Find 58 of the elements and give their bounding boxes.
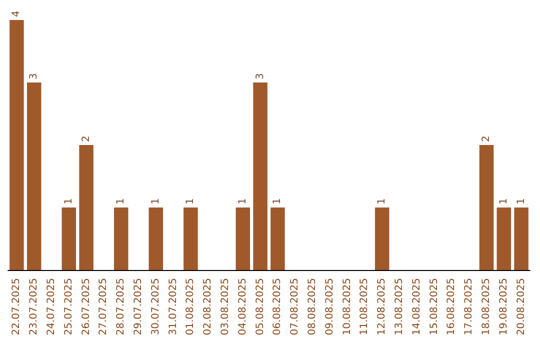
- bar: [10, 20, 24, 270]
- bar: [62, 208, 76, 270]
- x-tick-label: 01.08.2025: [185, 278, 196, 336]
- bar: [514, 208, 528, 270]
- x-tick-label: 20.08.2025: [516, 278, 527, 336]
- x-tick-label: 22.07.2025: [11, 278, 22, 336]
- bar: [374, 208, 390, 270]
- x-tick-label: 11.08.2025: [359, 278, 370, 336]
- x-tick-label: 04.08.2025: [237, 278, 248, 336]
- x-tick-label: 25.07.2025: [63, 278, 74, 336]
- data-label: 1: [116, 198, 127, 204]
- x-tick-label: 15.08.2025: [428, 278, 440, 336]
- x-tick-label: 03.08.2025: [220, 278, 231, 336]
- x-tick-label: 26.07.2025: [80, 278, 92, 336]
- x-tick-label: 12.08.2025: [376, 278, 388, 336]
- x-tick-label: 05.08.2025: [254, 278, 266, 336]
- x-tick-label: 07.08.2025: [290, 278, 301, 336]
- data-label: 4: [11, 10, 22, 17]
- data-label: 1: [150, 198, 162, 204]
- x-tick-label: 06.08.2025: [272, 278, 284, 336]
- x-tick-label: 09.08.2025: [324, 278, 336, 336]
- data-label: 2: [481, 136, 492, 142]
- bar: [114, 208, 128, 270]
- x-tick-label: 02.08.2025: [202, 278, 214, 336]
- x-tick-label: 31.07.2025: [168, 278, 179, 336]
- x-tick-label: 24.07.2025: [46, 278, 57, 336]
- x-tick-label: 28.07.2025: [116, 278, 127, 336]
- data-label: 1: [498, 198, 510, 204]
- data-label: 3: [28, 73, 40, 80]
- x-tick-label: 30.07.2025: [150, 278, 162, 336]
- bar: [496, 208, 512, 270]
- data-label: 1: [185, 198, 196, 204]
- x-tick-label: 18.08.2025: [481, 278, 492, 336]
- bar: [270, 208, 285, 270]
- x-tick-label: 23.07.2025: [28, 278, 40, 336]
- x-tick-label: 10.08.2025: [342, 278, 353, 336]
- bar: [236, 208, 250, 270]
- bar: [26, 82, 42, 270]
- x-tick-label: 19.08.2025: [498, 278, 510, 336]
- x-tick-label: 29.07.2025: [133, 278, 144, 336]
- bar: [148, 208, 164, 270]
- data-label: 1: [272, 198, 284, 204]
- x-tick-label: 27.07.2025: [98, 278, 110, 336]
- data-label: 1: [63, 198, 74, 204]
- x-tick-label: 13.08.2025: [394, 278, 405, 336]
- bar: [479, 145, 494, 270]
- data-label: 1: [237, 198, 248, 204]
- data-label: 1: [376, 198, 388, 204]
- bar: [79, 145, 94, 270]
- data-label: 1: [516, 198, 527, 204]
- data-label: 3: [254, 73, 266, 80]
- data-label: 2: [80, 136, 92, 142]
- x-tick-label: 17.08.2025: [464, 278, 475, 336]
- x-tick-label: 08.08.2025: [307, 278, 318, 336]
- bar: [253, 82, 268, 270]
- bar: [184, 208, 198, 270]
- x-tick-label: 16.08.2025: [446, 278, 458, 336]
- x-tick-label: 14.08.2025: [411, 278, 422, 336]
